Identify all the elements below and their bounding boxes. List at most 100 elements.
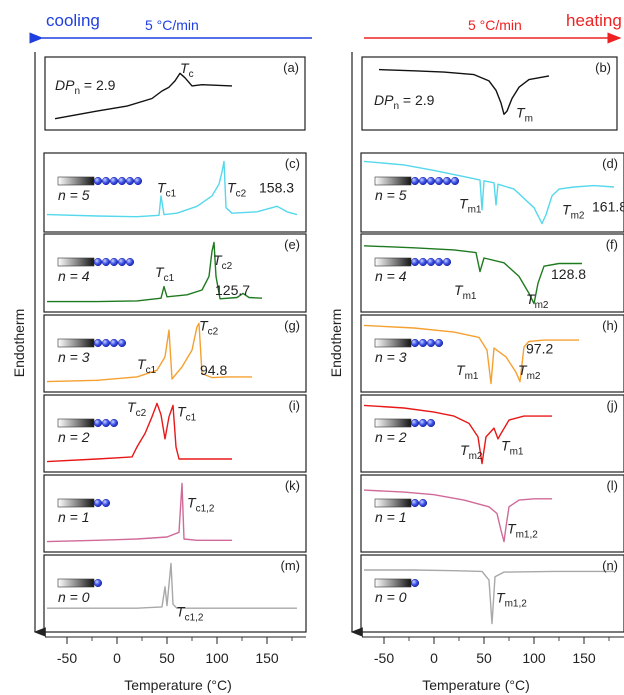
x-tick-label: 50 <box>159 650 175 666</box>
subplot-frame <box>360 474 624 553</box>
n-label: n = 2 <box>375 429 407 445</box>
dsc-curve-h <box>363 324 579 385</box>
subplot-k: (k) n = 1 Tc1,2 <box>43 474 307 553</box>
peak-label: Tm2 <box>526 291 549 311</box>
dsc-curve-i <box>46 402 232 463</box>
subplot-frame <box>360 394 624 473</box>
left-x-axis: -50 0 50 100 150 Temperature (°C) <box>45 636 306 693</box>
dp-label: DPn = 2.9 <box>55 77 116 97</box>
molecule-icon <box>374 578 420 588</box>
rod-icon <box>374 418 412 428</box>
subplot-h: (h) n = 3 Tm1 Tm2 97.2 <box>360 314 624 393</box>
bead-icon <box>418 338 428 348</box>
molecule-icon <box>57 498 111 508</box>
peak-label: Tm1 <box>454 282 477 302</box>
panels: (a) DPn = 2.9 Tc (b) DPn = 2.9 Tm (c) n = 5 Tc1 T… <box>43 56 624 633</box>
bead-icon <box>93 176 103 186</box>
bead-icon <box>125 257 135 267</box>
subplot-tag: (l) <box>606 478 618 493</box>
subplot-frame <box>360 554 624 633</box>
rod-icon <box>57 418 95 428</box>
peak-value: 94.8 <box>200 362 227 378</box>
right-x-axis: -50 0 50 100 150 Temperature (°C) <box>362 636 624 693</box>
peak-label: Tc2 <box>227 180 247 200</box>
peak-label: Tc2 <box>199 317 219 337</box>
subplot-tag: (g) <box>284 318 300 333</box>
subplot-frame <box>43 314 307 393</box>
peak-label: Tm2 <box>518 362 541 382</box>
peak-label: Tm1 <box>459 195 482 215</box>
heating-label: heating <box>566 11 622 30</box>
subplot-g: (g) n = 3 Tc1 Tc2 94.8 <box>43 314 307 393</box>
bead-icon <box>117 257 127 267</box>
bead-icon <box>418 498 428 508</box>
subplot-tag: (e) <box>284 237 300 252</box>
rod-icon <box>57 257 95 267</box>
subplot-frame <box>360 314 624 393</box>
bead-icon <box>93 578 103 588</box>
n-label: n = 3 <box>58 349 90 365</box>
molecule-icon <box>374 498 428 508</box>
right-y-label: Endotherm <box>328 309 344 377</box>
peak-label: Tc1,2 <box>187 494 215 514</box>
bead-icon <box>434 338 444 348</box>
subplot-tag: (h) <box>602 318 618 333</box>
subplot-frame <box>360 233 624 313</box>
x-tick-label: 0 <box>430 650 438 666</box>
molecule-icon <box>374 257 452 267</box>
subplot-frame <box>43 233 307 313</box>
molecule-icon <box>57 176 143 186</box>
bead-icon <box>101 257 111 267</box>
molecule-icon <box>374 418 436 428</box>
dp-label: DPn = 2.9 <box>374 92 435 112</box>
dsc-curve-g <box>46 322 252 383</box>
subplot-tag: (m) <box>281 558 301 573</box>
bead-icon <box>93 338 103 348</box>
x-tick-label: 0 <box>113 650 121 666</box>
bead-icon <box>442 176 452 186</box>
peak-value: 125.7 <box>215 282 250 298</box>
n-label: n = 0 <box>58 589 90 605</box>
n-label: n = 2 <box>58 429 90 445</box>
left-y-label: Endotherm <box>11 309 27 377</box>
right-x-label: Temperature (°C) <box>422 677 530 693</box>
bead-icon <box>410 418 420 428</box>
x-tick-label: 150 <box>572 650 596 666</box>
bead-icon <box>133 176 143 186</box>
cooling-rate: 5 °C/min <box>145 17 199 33</box>
n-label: n = 5 <box>375 187 407 203</box>
bead-icon <box>117 338 127 348</box>
rod-icon <box>374 338 412 348</box>
bead-icon <box>109 418 119 428</box>
bead-icon <box>426 176 436 186</box>
subplot-b: (b) DPn = 2.9 Tm <box>361 56 618 131</box>
peak-label: Tm <box>516 105 533 125</box>
subplot-tag: (b) <box>595 60 611 75</box>
rod-icon <box>57 498 95 508</box>
subplot-d: (d) n = 5 Tm1 Tm2 161.8 <box>360 152 624 233</box>
peak-label: Tc1 <box>137 356 157 376</box>
bead-icon <box>109 257 119 267</box>
molecule-icon <box>374 338 444 348</box>
molecule-icon <box>57 338 127 348</box>
n-label: n = 5 <box>58 187 90 203</box>
dsc-curve-d <box>363 160 615 225</box>
bead-icon <box>109 176 119 186</box>
heating-rate: 5 °C/min <box>468 17 522 33</box>
peak-label: Tc1 <box>157 180 177 200</box>
cooling-label: cooling <box>46 11 100 30</box>
bead-icon <box>101 176 111 186</box>
subplot-tag: (a) <box>283 60 299 75</box>
rod-icon <box>374 257 412 267</box>
peak-label: Tm1 <box>456 362 479 382</box>
bead-icon <box>442 257 452 267</box>
subplot-m: (m) n = 0 Tc1,2 <box>43 554 307 633</box>
subplot-frame <box>43 152 307 233</box>
n-label: n = 4 <box>58 268 90 284</box>
bead-icon <box>426 338 436 348</box>
bead-icon <box>410 257 420 267</box>
peak-value: 158.3 <box>259 180 294 196</box>
rod-icon <box>374 578 412 588</box>
